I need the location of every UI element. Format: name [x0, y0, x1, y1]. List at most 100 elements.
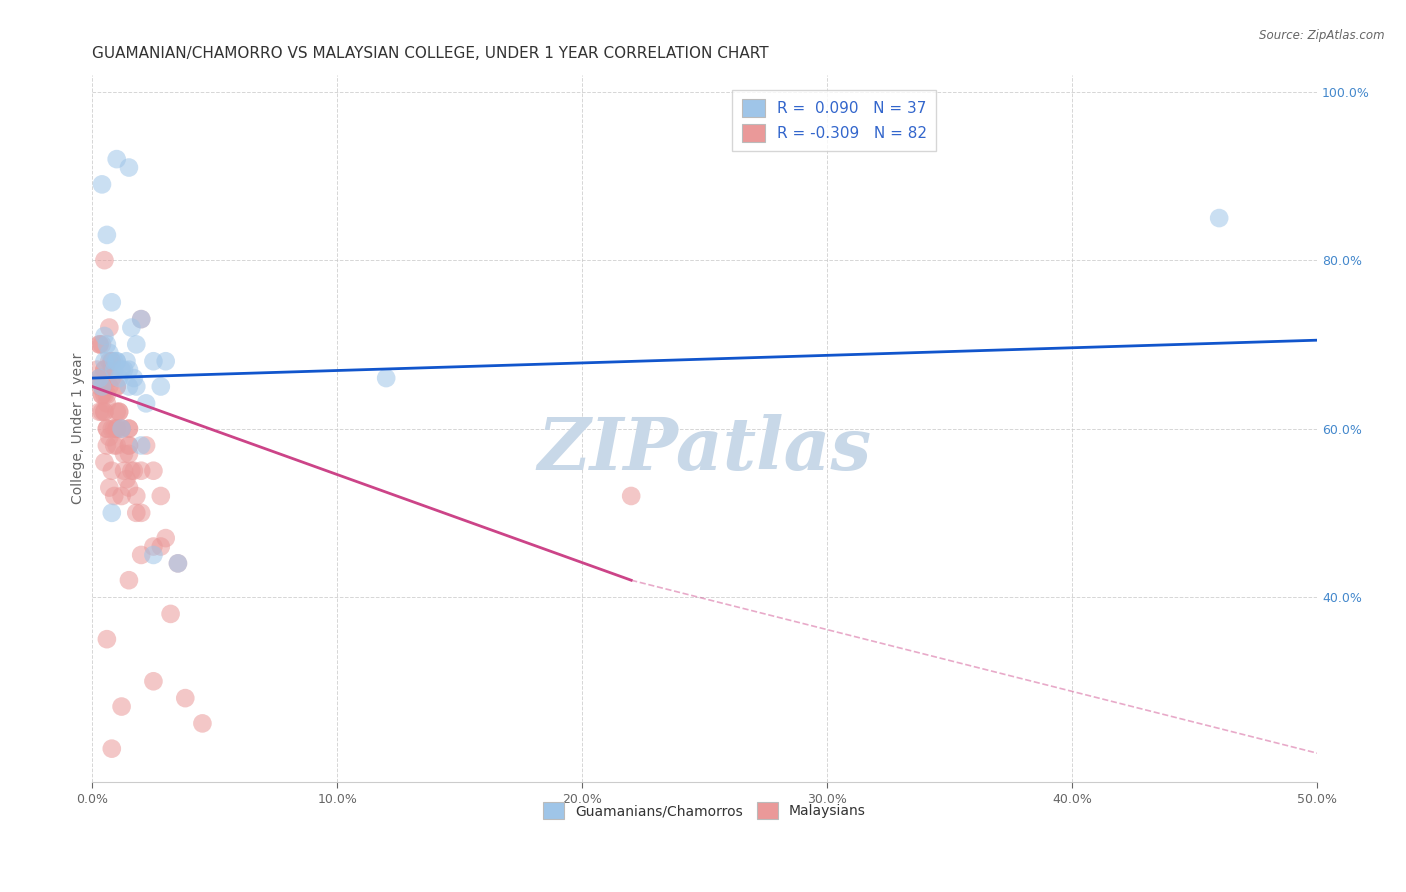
Point: [89, 371, 111, 385]
Point: [1208, 211, 1230, 225]
Point: [125, 379, 148, 393]
Point: [105, 379, 128, 393]
Point: [135, 438, 157, 452]
Point: [91, 178, 114, 192]
Point: [135, 396, 157, 410]
Point: [103, 489, 125, 503]
Point: [112, 362, 135, 376]
Point: [89, 337, 111, 351]
Point: [103, 422, 125, 436]
Point: [118, 161, 141, 175]
Point: [96, 422, 118, 436]
Point: [129, 312, 152, 326]
Point: [129, 506, 152, 520]
Point: [93, 405, 115, 419]
Point: [91, 405, 114, 419]
Point: [86, 362, 108, 376]
Point: [118, 422, 141, 436]
Point: [112, 447, 135, 461]
Point: [103, 354, 125, 368]
Point: [142, 540, 165, 554]
Point: [118, 438, 141, 452]
Point: [101, 506, 124, 520]
Point: [149, 540, 172, 554]
Point: [110, 362, 132, 376]
Point: [108, 371, 131, 385]
Point: [105, 152, 128, 166]
Point: [129, 548, 152, 562]
Point: [89, 371, 111, 385]
Point: [142, 464, 165, 478]
Point: [105, 354, 128, 368]
Point: [129, 464, 152, 478]
Point: [155, 354, 177, 368]
Point: [101, 422, 124, 436]
Point: [155, 531, 177, 545]
Point: [91, 388, 114, 402]
Point: [98, 430, 121, 444]
Point: [167, 557, 190, 571]
Point: [110, 422, 132, 436]
Text: GUAMANIAN/CHAMORRO VS MALAYSIAN COLLEGE, UNDER 1 YEAR CORRELATION CHART: GUAMANIAN/CHAMORRO VS MALAYSIAN COLLEGE,…: [93, 46, 769, 62]
Point: [112, 464, 135, 478]
Point: [375, 371, 398, 385]
Point: [105, 354, 128, 368]
Point: [122, 371, 145, 385]
Point: [93, 388, 115, 402]
Point: [101, 354, 124, 368]
Point: [89, 379, 111, 393]
Point: [91, 379, 114, 393]
Point: [118, 379, 141, 393]
Point: [98, 346, 121, 360]
Point: [103, 438, 125, 452]
Point: [91, 337, 114, 351]
Point: [93, 354, 115, 368]
Point: [93, 329, 115, 343]
Point: [89, 337, 111, 351]
Point: [120, 320, 142, 334]
Point: [142, 548, 165, 562]
Point: [93, 405, 115, 419]
Point: [125, 337, 148, 351]
Point: [118, 362, 141, 376]
Point: [96, 422, 118, 436]
Point: [93, 362, 115, 376]
Point: [108, 405, 131, 419]
Point: [105, 405, 128, 419]
Point: [89, 405, 111, 419]
Point: [118, 573, 141, 587]
Point: [122, 464, 145, 478]
Point: [98, 481, 121, 495]
Point: [149, 379, 172, 393]
Point: [91, 388, 114, 402]
Point: [620, 489, 643, 503]
Point: [105, 422, 128, 436]
Point: [93, 253, 115, 268]
Point: [115, 354, 138, 368]
Text: Source: ZipAtlas.com: Source: ZipAtlas.com: [1260, 29, 1385, 42]
Point: [101, 295, 124, 310]
Point: [103, 362, 125, 376]
Point: [191, 716, 214, 731]
Point: [142, 674, 165, 689]
Point: [108, 405, 131, 419]
Point: [93, 362, 115, 376]
Point: [98, 354, 121, 368]
Point: [159, 607, 181, 621]
Point: [96, 396, 118, 410]
Point: [101, 362, 124, 376]
Point: [101, 741, 124, 756]
Point: [129, 312, 152, 326]
Point: [96, 227, 118, 242]
Point: [105, 438, 128, 452]
Point: [129, 438, 152, 452]
Text: ZIPatlas: ZIPatlas: [537, 415, 872, 485]
Point: [118, 447, 141, 461]
Point: [118, 438, 141, 452]
Point: [91, 371, 114, 385]
Point: [105, 422, 128, 436]
Point: [174, 691, 197, 706]
Point: [91, 379, 114, 393]
Point: [98, 379, 121, 393]
Point: [125, 506, 148, 520]
